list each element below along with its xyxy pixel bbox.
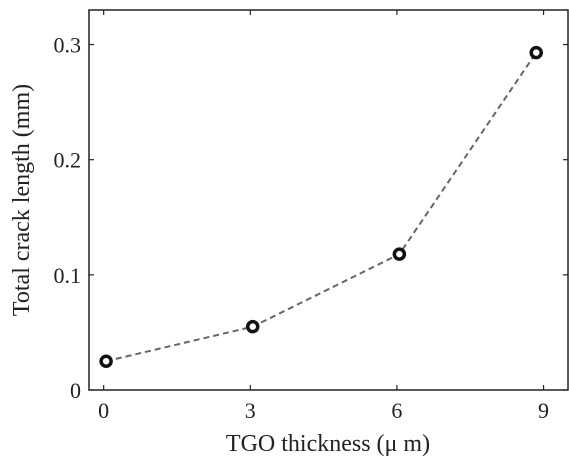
series-line bbox=[105, 52, 538, 363]
x-axis-title: TGO thickness (μ m) bbox=[226, 431, 430, 457]
x-tick-label: 9 bbox=[538, 398, 549, 423]
series-layer bbox=[99, 45, 543, 368]
x-tick-label: 6 bbox=[391, 398, 402, 423]
data-point bbox=[529, 45, 543, 60]
y-tick-label: 0 bbox=[70, 378, 81, 403]
y-tick-label: 0.2 bbox=[54, 148, 82, 173]
y-tick-label: 0.1 bbox=[54, 263, 82, 288]
y-axis-title: Total crack length (mm) bbox=[9, 84, 35, 316]
x-tick-label: 0 bbox=[98, 398, 109, 423]
data-point bbox=[99, 354, 113, 368]
data-point bbox=[245, 319, 260, 334]
x-axis-ticks: 0 3 6 9 bbox=[98, 10, 549, 423]
y-tick-label: 0.3 bbox=[54, 33, 82, 58]
y-axis-ticks: 0 0.1 0.2 0.3 bbox=[54, 33, 568, 403]
data-point bbox=[392, 247, 407, 261]
x-tick-label: 3 bbox=[245, 398, 256, 423]
plot-frame bbox=[88, 9, 569, 391]
